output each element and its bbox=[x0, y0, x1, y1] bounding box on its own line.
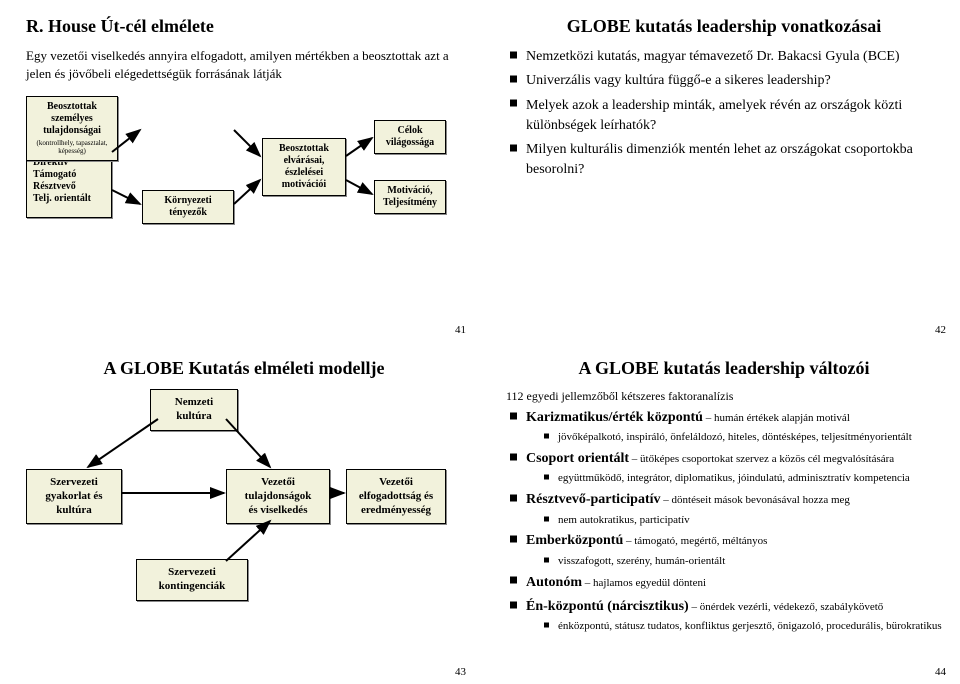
bullet-item: Milyen kulturális dimenziók mentén lehet… bbox=[510, 140, 942, 181]
node-acc-l2: elfogadottság és bbox=[359, 490, 433, 502]
node-org-l1: Szervezeti bbox=[50, 476, 98, 488]
var-head: Résztvevő-participatív bbox=[526, 492, 661, 507]
node-attr-l1: Vezetői bbox=[261, 476, 295, 488]
bullet-item: Melyek azok a leadership minták, amelyek… bbox=[510, 96, 942, 137]
var-item: Csoport orientált – ütőképes csoportokat… bbox=[510, 449, 942, 486]
var-head: Autonóm bbox=[526, 575, 582, 590]
node-cont-l2: kontingenciák bbox=[159, 580, 226, 592]
var-item: Autonóm – hajlamos egyedül dönteni bbox=[510, 573, 942, 593]
bullet-item: Nemzetközi kutatás, magyar témavezető Dr… bbox=[510, 47, 942, 67]
var-tail: – önérdek vezérli, védekező, szabályköve… bbox=[689, 601, 884, 613]
var-tail: – ütőképes csoportokat szervez a közös c… bbox=[629, 453, 894, 465]
variable-list: Karizmatikus/érték központú – humán érté… bbox=[506, 408, 942, 634]
var-item: Karizmatikus/érték központú – humán érté… bbox=[510, 408, 942, 445]
var-tail: – hajlamos egyedül dönteni bbox=[582, 577, 706, 589]
var-item: Résztvevő-participatív – döntéseit mások… bbox=[510, 490, 942, 527]
node-goals-l1: Célok bbox=[398, 125, 423, 136]
node-expect-l4: motivációi bbox=[282, 179, 326, 190]
node-acc-l1: Vezetői bbox=[379, 476, 413, 488]
var-item: Én-központú (nárcisztikus) – önérdek vez… bbox=[510, 597, 942, 634]
node-styles-l4: Résztvevő bbox=[33, 181, 76, 192]
slide-number: 44 bbox=[935, 666, 946, 678]
var-sub: visszafogott, szerény, humán-orientált bbox=[544, 554, 942, 569]
node-goals-l2: világossága bbox=[386, 137, 434, 148]
globe-model-diagram: Nemzeti kultúra Szervezeti gyakorlat és … bbox=[26, 389, 446, 619]
bullet-list: Nemzetközi kutatás, magyar témavezető Dr… bbox=[506, 47, 942, 181]
var-sub: jövőképalkotó, inspiráló, önfeláldozó, h… bbox=[544, 430, 942, 445]
node-subattr-l2: személyes bbox=[51, 113, 93, 124]
node-expect-l1: Beosztottak bbox=[279, 143, 329, 154]
lead-line: 112 egyedi jellemzőből kétszeres faktora… bbox=[506, 389, 942, 404]
var-tail: – humán értékek alapján motivál bbox=[703, 412, 850, 424]
var-item: Emberközpontú – támogató, megértő, méltá… bbox=[510, 531, 942, 568]
var-head: Csoport orientált bbox=[526, 451, 629, 466]
var-sub: énközpontú, státusz tudatos, konfliktus … bbox=[544, 619, 942, 634]
node-nat-l2: kultúra bbox=[176, 410, 211, 422]
node-subattr-l3: tulajdonságai bbox=[43, 125, 101, 136]
node-org-l2: gyakorlat és bbox=[45, 490, 102, 502]
node-motiv-l1: Motiváció, bbox=[387, 185, 432, 196]
slide-43: A GLOBE Kutatás elméleti modellje Nemzet… bbox=[0, 342, 480, 684]
node-cont-l1: Szervezeti bbox=[168, 566, 216, 578]
slide-title: R. House Út-cél elmélete bbox=[26, 16, 462, 37]
node-styles-l3: Támogató bbox=[33, 169, 76, 180]
node-styles-l5: Telj. orientált bbox=[33, 193, 91, 204]
node-org-l3: kultúra bbox=[56, 504, 91, 516]
slide-44: A GLOBE kutatás leadership változói 112 … bbox=[480, 342, 960, 684]
node-expect-l3: észlelései bbox=[285, 167, 323, 178]
node-env-l1: Környezeti bbox=[164, 195, 211, 206]
node-attr-l3: és viselkedés bbox=[249, 504, 308, 516]
var-head: Én-központú (nárcisztikus) bbox=[526, 599, 689, 614]
var-head: Karizmatikus/érték központú bbox=[526, 410, 703, 425]
node-nat-l1: Nemzeti bbox=[175, 396, 213, 408]
house-diagram: Vezetői stílusok: Direktív Támogató Rész… bbox=[26, 90, 446, 250]
node-motiv-l2: Teljesítmény bbox=[383, 197, 437, 208]
bullet-item: Univerzális vagy kultúra függő-e a siker… bbox=[510, 71, 942, 91]
intro-text: Egy vezetői viselkedés annyira elfogadot… bbox=[26, 47, 462, 82]
node-acc-l3: eredményesség bbox=[361, 504, 431, 516]
node-subattr-micro: (kontrollhely, tapasztalat, képesség) bbox=[31, 139, 113, 156]
slide-title: GLOBE kutatás leadership vonatkozásai bbox=[506, 16, 942, 37]
var-sub: együttműködő, integrátor, diplomatikus, … bbox=[544, 471, 942, 486]
slide-number: 41 bbox=[455, 324, 466, 336]
slide-number: 42 bbox=[935, 324, 946, 336]
node-attr-l2: tulajdonságok bbox=[245, 490, 312, 502]
var-sub: nem autokratikus, participatív bbox=[544, 513, 942, 528]
var-tail: – döntéseit mások bevonásával hozza meg bbox=[661, 494, 850, 506]
slide-title: A GLOBE Kutatás elméleti modellje bbox=[26, 358, 462, 379]
slide-41: R. House Út-cél elmélete Egy vezetői vis… bbox=[0, 0, 480, 342]
node-expect-l2: elvárásai, bbox=[284, 155, 325, 166]
slide-title: A GLOBE kutatás leadership változói bbox=[506, 358, 942, 379]
slide-42: GLOBE kutatás leadership vonatkozásai Ne… bbox=[480, 0, 960, 342]
slide-number: 43 bbox=[455, 666, 466, 678]
var-head: Emberközpontú bbox=[526, 533, 623, 548]
node-env-l2: tényezők bbox=[169, 207, 207, 218]
node-subattr-l1: Beosztottak bbox=[47, 101, 97, 112]
var-tail: – támogató, megértő, méltányos bbox=[623, 535, 767, 547]
